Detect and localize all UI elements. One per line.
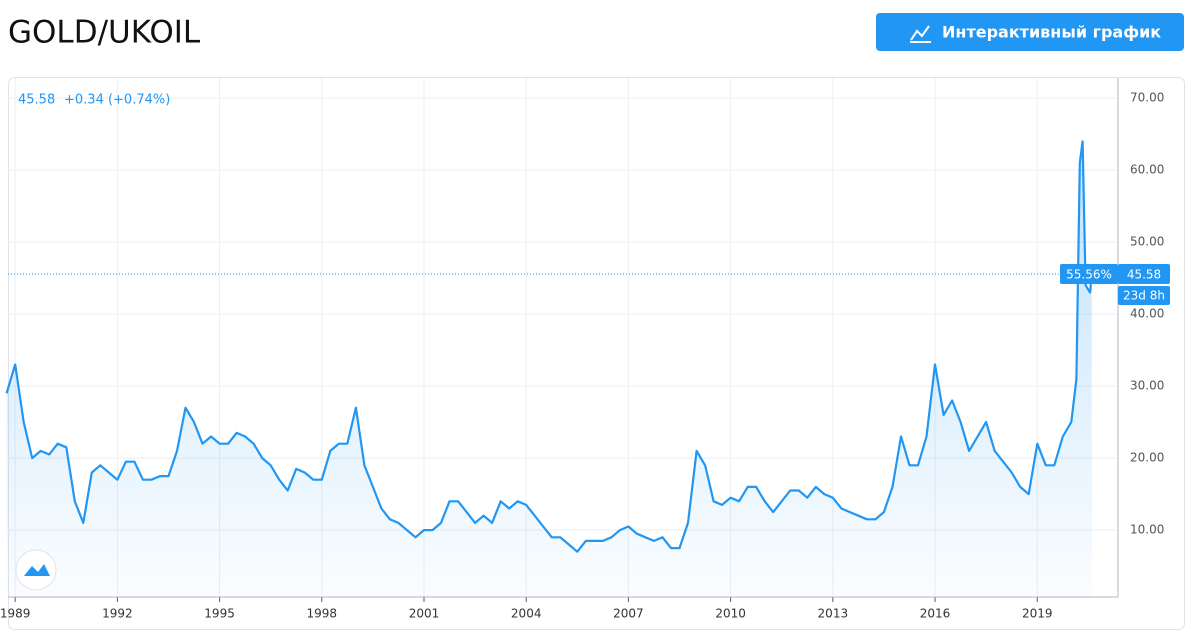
y-tick-label: 50.00 xyxy=(1130,235,1164,249)
line xyxy=(5,140,1093,553)
x-tick-label: 2019 xyxy=(1022,607,1053,621)
x-tick-label: 2004 xyxy=(511,607,542,621)
y-tick-label: 40.00 xyxy=(1130,307,1164,321)
y-tick-label: 70.00 xyxy=(1130,91,1164,105)
change-badge-label: 55.56% xyxy=(1066,267,1112,281)
countdown-label: 23d 8h xyxy=(1123,288,1165,302)
area xyxy=(6,141,1092,598)
x-tick-label: 1992 xyxy=(102,607,133,621)
logo-icon xyxy=(24,564,50,576)
y-tick-label: 10.00 xyxy=(1130,523,1164,537)
y-tick-label: 60.00 xyxy=(1130,163,1164,177)
title: GOLD/UKOIL xyxy=(8,15,201,51)
x-tick-label: 1989 xyxy=(0,607,30,621)
y-tick-label: 30.00 xyxy=(1130,379,1164,393)
change-badge xyxy=(1060,263,1118,284)
x-tick-label: 2007 xyxy=(613,607,644,621)
legend-value: 45.58 xyxy=(18,93,55,108)
x-tick-label: 1998 xyxy=(307,607,338,621)
button-label[interactable]: Интерактивный график xyxy=(942,23,1161,42)
button-icon xyxy=(910,25,931,43)
x-tick-label: 2001 xyxy=(409,607,440,621)
price-badge xyxy=(1118,263,1170,284)
x-tick-label: 2013 xyxy=(818,607,849,621)
plot: 10.00 20.00 30.00 40.00 50.00 60.00 70.00 1989 1… xyxy=(0,78,1170,621)
y-tick-label: 20.00 xyxy=(1130,451,1164,465)
legend-change: +0.34 (+0.74%) xyxy=(64,93,170,108)
x-tick-label: 2010 xyxy=(715,607,746,621)
x-tick-label: 1995 xyxy=(204,607,235,621)
x-tick-label: 2016 xyxy=(920,607,951,621)
price-badge-label: 45.58 xyxy=(1127,267,1161,281)
chart-frame xyxy=(8,77,1185,630)
interactive-button[interactable] xyxy=(876,13,1184,51)
countdown-badge xyxy=(1118,285,1170,305)
